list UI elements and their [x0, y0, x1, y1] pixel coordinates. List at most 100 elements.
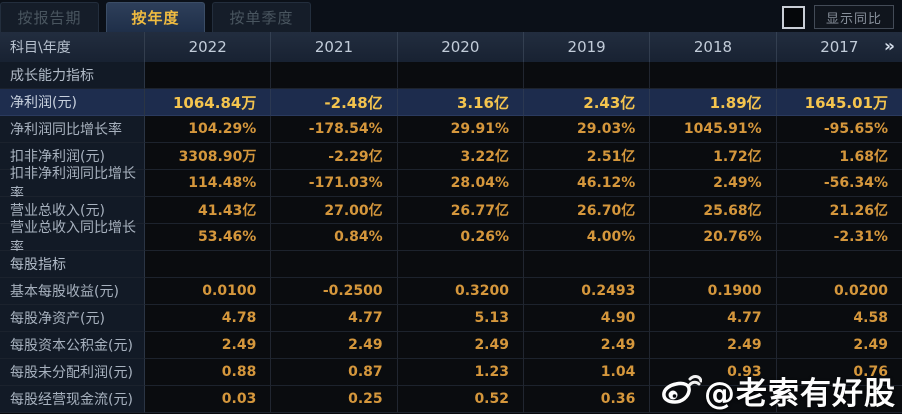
value-cell: 0.87 [271, 359, 398, 386]
value-cell: 0.26% [397, 224, 524, 251]
value-cell: 3.16亿 [397, 89, 524, 116]
value-cell [776, 386, 902, 413]
value-cell: 27.00亿 [271, 197, 398, 224]
section-header-row[interactable]: 成长能力指标 [0, 62, 902, 89]
value-cell [650, 62, 777, 89]
year-header-2022[interactable]: 2022 [145, 32, 272, 62]
value-cell: 104.29% [145, 116, 272, 143]
value-cell [776, 62, 902, 89]
row-label: 扣非净利润同比增长率 [0, 166, 145, 202]
value-cell: 20.76% [650, 224, 777, 251]
value-cell [650, 386, 777, 413]
row-label: 成长能力指标 [0, 62, 145, 89]
value-cell [523, 62, 651, 89]
value-cell: -2.48亿 [271, 89, 398, 116]
value-cell: 2.49% [650, 170, 777, 197]
section-header-row[interactable]: 每股指标 [0, 251, 902, 278]
value-cell: 4.77 [271, 305, 398, 332]
value-cell: -171.03% [271, 170, 398, 197]
value-cell: 1064.84万 [145, 89, 272, 116]
row-label: 净利润同比增长率 [0, 116, 145, 143]
value-cell: 2.43亿 [523, 89, 651, 116]
value-cell: 0.0100 [145, 278, 272, 305]
tab-by-single-quarter[interactable]: 按单季度 [212, 2, 311, 32]
value-cell: 0.88 [145, 359, 272, 386]
value-cell: 0.52 [397, 386, 524, 413]
value-cell: 26.70亿 [523, 197, 651, 224]
year-header-2017[interactable]: 2017 » [777, 32, 902, 62]
value-cell: 21.26亿 [776, 197, 902, 224]
value-cell: 0.3200 [397, 278, 524, 305]
value-cell: 1.89亿 [650, 89, 777, 116]
row-label: 每股指标 [0, 251, 145, 278]
table-row[interactable]: 基本每股收益(元) 0.0100 -0.2500 0.3200 0.2493 0.1900… [0, 278, 902, 305]
value-cell: 3308.90万 [145, 143, 272, 170]
show-yoy-checkbox[interactable] [782, 5, 805, 29]
value-cell [271, 251, 398, 278]
tab-by-year[interactable]: 按年度 [106, 2, 205, 32]
value-cell: 25.68亿 [650, 197, 777, 224]
value-cell: -95.65% [776, 116, 902, 143]
value-cell: 4.77 [650, 305, 777, 332]
value-cell: 2.49 [650, 332, 777, 359]
value-cell: 0.1900 [650, 278, 777, 305]
table-body: 成长能力指标 净利润(元) 1064.84万 -2.48亿 3.16亿 2.43亿 1.89… [0, 62, 902, 413]
corner-header: 科目\年度 [0, 32, 145, 62]
table-row[interactable]: 扣非净利润(元) 3308.90万 -2.29亿 3.22亿 2.51亿 1.72亿 1.6… [0, 143, 902, 170]
value-cell: 4.58 [776, 305, 902, 332]
value-cell: 5.13 [397, 305, 524, 332]
row-label: 每股资本公积金(元) [0, 332, 145, 359]
row-label: 扣非净利润(元) [0, 143, 145, 170]
value-cell: 29.03% [523, 116, 651, 143]
value-cell: 0.36 [523, 386, 651, 413]
row-label: 基本每股收益(元) [0, 278, 145, 305]
value-cell: 2.49 [397, 332, 524, 359]
row-label: 营业总收入(元) [0, 197, 145, 224]
value-cell [145, 251, 272, 278]
table-row[interactable]: 每股经营现金流(元) 0.03 0.25 0.52 0.36 [0, 386, 902, 413]
year-header-2020[interactable]: 2020 [398, 32, 524, 62]
value-cell: 3.22亿 [397, 143, 524, 170]
value-cell [776, 251, 902, 278]
row-label: 每股经营现金流(元) [0, 386, 145, 413]
year-header-2021[interactable]: 2021 [271, 32, 398, 62]
row-label: 每股净资产(元) [0, 305, 145, 332]
value-cell [271, 62, 398, 89]
value-cell: 2.51亿 [523, 143, 651, 170]
value-cell: -0.2500 [271, 278, 398, 305]
table-row[interactable]: 每股资本公积金(元) 2.49 2.49 2.49 2.49 2.49 2.49 [0, 332, 902, 359]
tab-by-report-period[interactable]: 按报告期 [0, 2, 99, 32]
value-cell: 4.90 [523, 305, 651, 332]
yoy-controls: 显示同比 [782, 5, 894, 29]
table-row[interactable]: 营业总收入(元) 41.43亿 27.00亿 26.77亿 26.70亿 25.68亿 21… [0, 197, 902, 224]
value-cell: 1.04 [523, 359, 651, 386]
value-cell [650, 251, 777, 278]
value-cell: 0.03 [145, 386, 272, 413]
value-cell: 2.49 [523, 332, 651, 359]
table-row[interactable]: 扣非净利润同比增长率 114.48% -171.03% 28.04% 46.12% 2.4… [0, 166, 902, 202]
year-header-2019[interactable]: 2019 [524, 32, 651, 62]
year-header-2018[interactable]: 2018 [650, 32, 777, 62]
value-cell: 46.12% [523, 170, 651, 197]
value-cell: 53.46% [145, 224, 272, 251]
show-yoy-label[interactable]: 显示同比 [814, 5, 894, 29]
table-row[interactable]: 营业总收入同比增长率 53.46% 0.84% 0.26% 4.00% 20.76% -2.… [0, 220, 902, 256]
more-columns-icon[interactable]: » [883, 36, 895, 57]
value-cell [145, 62, 272, 89]
value-cell: 2.49 [271, 332, 398, 359]
table-row[interactable]: 每股净资产(元) 4.78 4.77 5.13 4.90 4.77 4.58 [0, 305, 902, 332]
value-cell: 2.49 [145, 332, 272, 359]
table-row[interactable]: 净利润同比增长率 104.29% -178.54% 29.91% 29.03% 1045.… [0, 116, 902, 143]
value-cell: 0.84% [271, 224, 398, 251]
value-cell: 0.2493 [523, 278, 651, 305]
value-cell: -2.29亿 [271, 143, 398, 170]
value-cell: 1.68亿 [776, 143, 902, 170]
value-cell: 0.25 [271, 386, 398, 413]
value-cell: 1.72亿 [650, 143, 777, 170]
table-row[interactable]: 每股未分配利润(元) 0.88 0.87 1.23 1.04 0.93 0.76 [0, 359, 902, 386]
value-cell: 4.00% [523, 224, 651, 251]
value-cell: 26.77亿 [397, 197, 524, 224]
table-row[interactable]: 净利润(元) 1064.84万 -2.48亿 3.16亿 2.43亿 1.89亿 1645.… [0, 89, 902, 116]
row-label: 每股未分配利润(元) [0, 359, 145, 386]
value-cell: 0.93 [650, 359, 777, 386]
